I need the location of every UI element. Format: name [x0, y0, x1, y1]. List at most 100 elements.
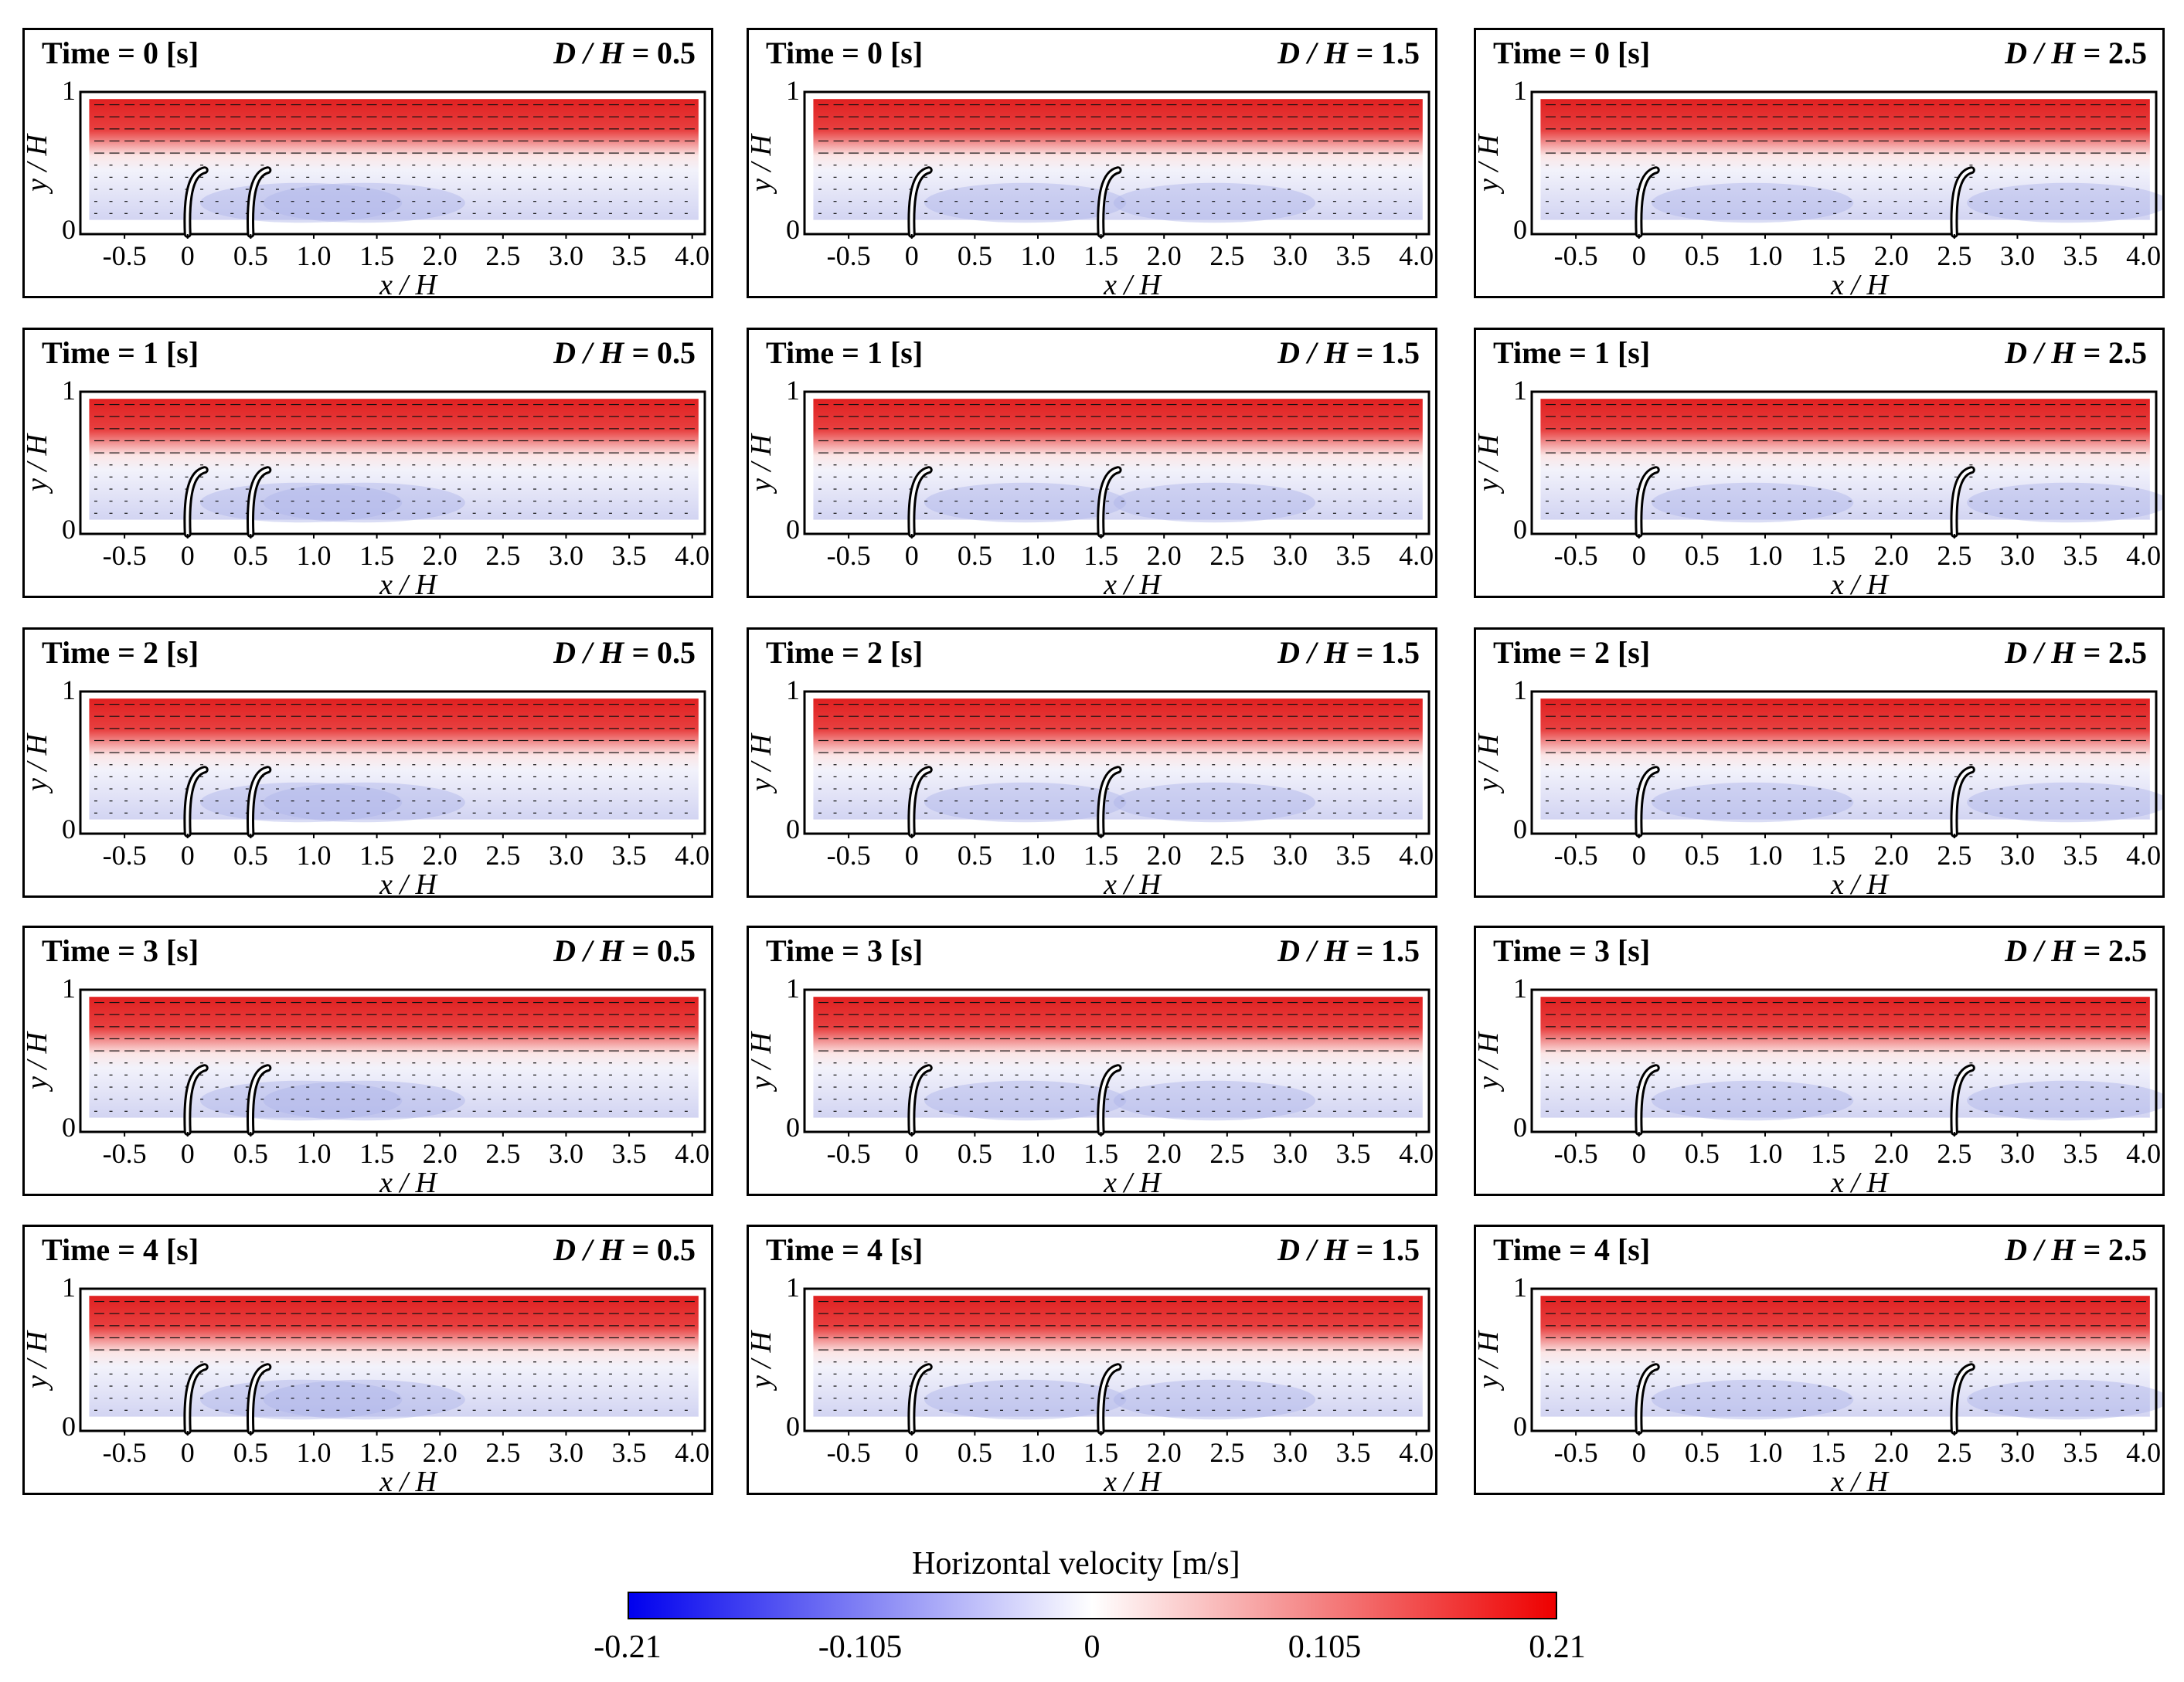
- y-axis-label: y / H: [1476, 732, 1505, 794]
- x-axis-label: x / H: [1103, 569, 1162, 596]
- x-tick-label: 1.0: [1747, 540, 1782, 571]
- panel-time-label: Time = 4 [s]: [766, 1232, 924, 1267]
- spacing-label-text: D / H =: [1277, 933, 1381, 968]
- spacing-value: 2.5: [2108, 1232, 2147, 1267]
- x-tick-label: 2.0: [1147, 1138, 1182, 1169]
- x-tick-label: 0.5: [233, 1138, 268, 1169]
- x-axis-label: x / H: [379, 868, 438, 895]
- plot-axes: [1530, 988, 2158, 1133]
- x-tick-label: 2.0: [423, 540, 458, 571]
- x-tick-label: 2.5: [1937, 540, 1971, 571]
- x-tick-label: 1.5: [1811, 1437, 1846, 1468]
- x-tick-label: 1.5: [1811, 240, 1846, 271]
- spacing-label-text: D / H =: [553, 36, 657, 70]
- x-tick-label: 2.0: [1874, 240, 1909, 271]
- x-tick-label: 4.0: [675, 240, 709, 271]
- plant-stem: [249, 468, 270, 535]
- velocity-vectors: [818, 403, 1419, 514]
- x-tick-label: 1.0: [1747, 1437, 1782, 1468]
- velocity-field-plot: 0 1 y / H -0.5 0 0.5 1.0 1.5 2.0 2.5 3.0 3.5 4.0 x / …: [1476, 973, 2162, 1194]
- x-tick-label: 1.5: [359, 840, 394, 871]
- x-tick-label: 0: [905, 1437, 919, 1468]
- spacing-value: 0.5: [657, 36, 696, 70]
- velocity-field-plot: 0 1 y / H -0.5 0 0.5 1.0 1.5 2.0 2.5 3.0 3.5 4.0 x / …: [1476, 75, 2162, 296]
- y-tick-label: 0: [786, 1411, 800, 1442]
- x-tick-label: -0.5: [827, 540, 871, 571]
- x-axis-label: x / H: [1830, 1167, 1890, 1194]
- x-tick-label: 3.5: [612, 840, 647, 871]
- plant-stem: [185, 768, 206, 835]
- x-tick-label: -0.5: [827, 1437, 871, 1468]
- spacing-value: 1.5: [1381, 36, 1420, 70]
- panel-time-label: Time = 3 [s]: [766, 933, 924, 968]
- x-tick-label: -0.5: [103, 1138, 147, 1169]
- panel-spacing-label: D / H = 2.5: [2005, 933, 2147, 969]
- x-tick-label: -0.5: [1554, 1138, 1598, 1169]
- velocity-field-plot: 0 1 y / H -0.5 0 0.5 1.0 1.5 2.0 2.5 3.0 3.5 4.0 x / …: [25, 75, 709, 296]
- y-axis-label: y / H: [1476, 1031, 1505, 1092]
- x-axis-label: x / H: [379, 569, 438, 596]
- x-tick-label: 4.0: [1399, 1437, 1434, 1468]
- x-tick-label: 3.5: [612, 540, 647, 571]
- x-tick-label: 3.5: [612, 240, 647, 271]
- recirculation-zone: [263, 1080, 465, 1121]
- recirculation-zone: [263, 182, 465, 223]
- x-tick-label: 0: [905, 1138, 919, 1169]
- plant-stem: [185, 468, 206, 535]
- x-tick-label: 1.0: [1020, 840, 1055, 871]
- plot-axes: [79, 690, 706, 835]
- y-tick-label: 0: [1513, 1112, 1527, 1143]
- y-axis-label: y / H: [1476, 1330, 1505, 1391]
- x-tick-label: 0.5: [1685, 840, 1720, 871]
- spacing-value: 2.5: [2108, 335, 2147, 370]
- recirculation-zone: [924, 182, 1127, 223]
- y-tick-label: 1: [786, 75, 800, 106]
- x-tick-label: 2.5: [1937, 1437, 1971, 1468]
- y-axis-label: y / H: [25, 1330, 53, 1391]
- x-tick-label: 3.0: [2000, 240, 2035, 271]
- x-tick-label: 3.0: [1273, 840, 1308, 871]
- x-tick-label: 1.0: [296, 540, 331, 571]
- x-tick-label: 0: [181, 540, 195, 571]
- spacing-label-text: D / H =: [553, 635, 657, 670]
- plant-stem: [185, 168, 206, 236]
- x-tick-label: 2.5: [485, 240, 520, 271]
- velocity-vectors: [818, 104, 1419, 214]
- plant-stem: [1099, 768, 1120, 835]
- x-tick-label: -0.5: [827, 1138, 871, 1169]
- spacing-label-text: D / H =: [2005, 933, 2108, 968]
- spacing-label-text: D / H =: [1277, 36, 1381, 70]
- x-tick-label: 4.0: [2126, 840, 2161, 871]
- spacing-label-text: D / H =: [2005, 1232, 2108, 1267]
- y-tick-label: 1: [1513, 1272, 1527, 1303]
- x-tick-label: 0.5: [958, 1138, 992, 1169]
- velocity-vectors: [1545, 403, 2146, 514]
- plot-axes: [1530, 1287, 2158, 1432]
- x-tick-label: 4.0: [675, 1437, 709, 1468]
- colorbar-tick-label: -0.21: [594, 1629, 662, 1665]
- velocity-vectors: [94, 1001, 695, 1112]
- y-tick-label: 0: [786, 1112, 800, 1143]
- recirculation-zone: [1113, 482, 1316, 523]
- x-tick-label: 0.5: [233, 840, 268, 871]
- plant-stem: [1952, 768, 1973, 835]
- x-tick-label: -0.5: [103, 1437, 147, 1468]
- plant-stem: [249, 1066, 270, 1133]
- x-tick-label: 4.0: [2126, 1138, 2161, 1169]
- recirculation-zone: [1113, 1080, 1316, 1121]
- x-tick-label: 0: [1632, 540, 1646, 571]
- x-tick-label: 0.5: [958, 240, 992, 271]
- x-tick-label: 2.5: [1209, 240, 1244, 271]
- plant-stem: [1637, 168, 1658, 236]
- x-tick-label: 4.0: [1399, 1138, 1434, 1169]
- velocity-field-plot: 0 1 y / H -0.5 0 0.5 1.0 1.5 2.0 2.5 3.0 3.5 4.0 x / …: [25, 674, 709, 895]
- velocity-vectors: [94, 403, 695, 514]
- x-axis-label: x / H: [1103, 868, 1162, 895]
- plot-axes: [79, 390, 706, 535]
- x-tick-label: 1.5: [1083, 240, 1118, 271]
- x-axis-label: x / H: [1830, 269, 1890, 296]
- x-tick-label: 4.0: [675, 1138, 709, 1169]
- x-tick-label: -0.5: [103, 240, 147, 271]
- x-tick-label: 2.5: [1209, 1437, 1244, 1468]
